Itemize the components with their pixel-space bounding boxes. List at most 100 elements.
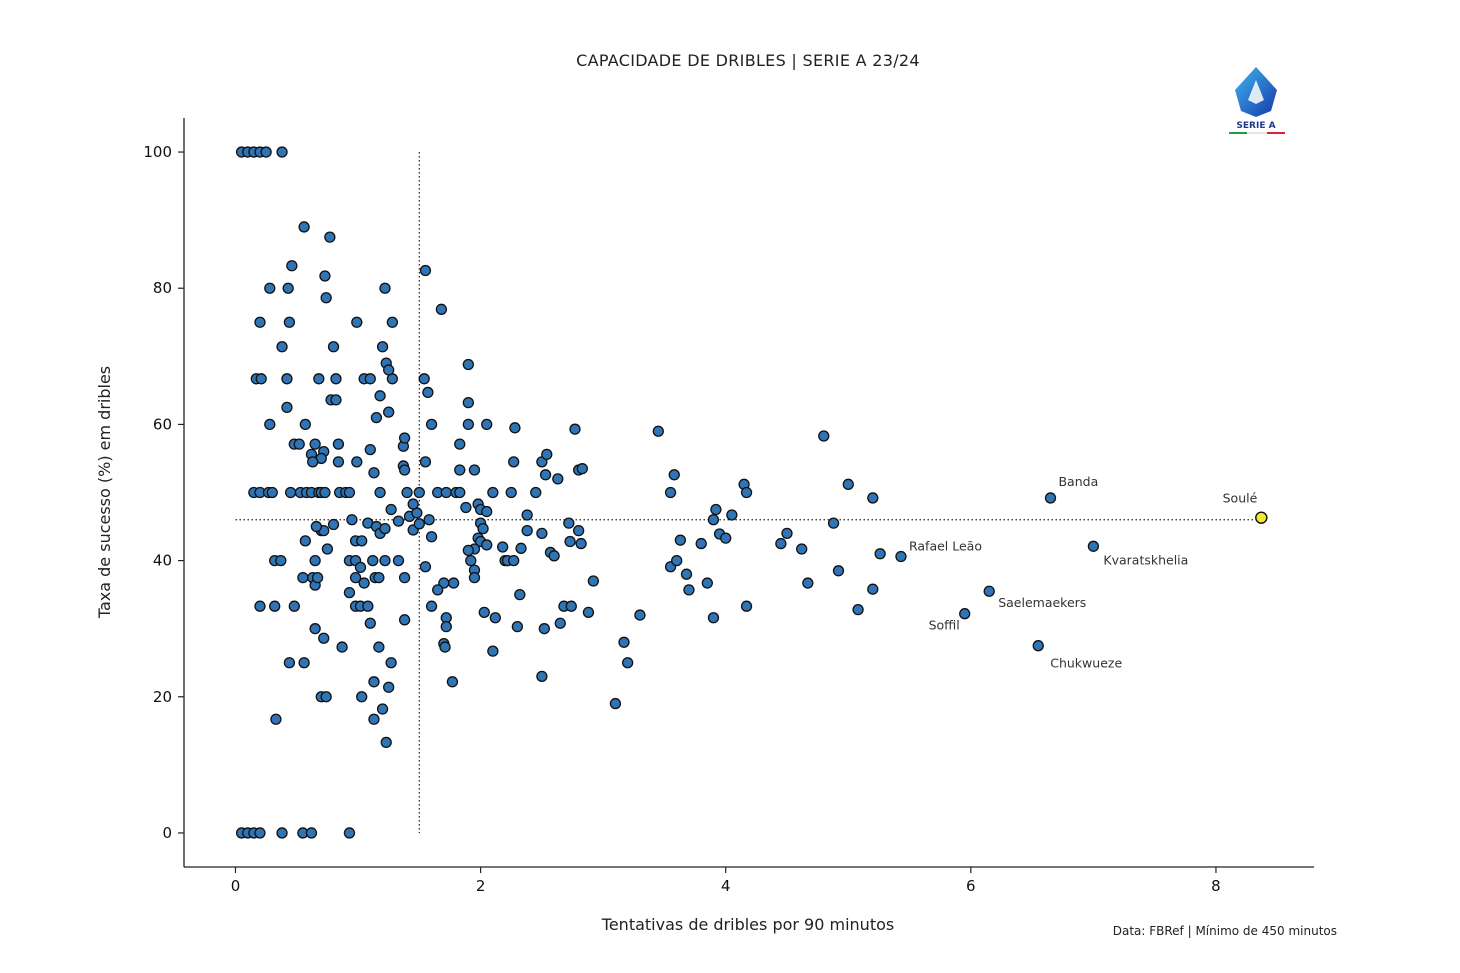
player-label: Rafael Leão [909,539,982,554]
data-point [552,473,564,485]
data-point [422,386,434,399]
data-point [307,456,319,468]
player-label: Chukwueze [1050,656,1122,671]
data-point [521,524,533,537]
data-point [462,396,474,409]
data-point [368,676,380,688]
data-point [386,316,399,328]
data-point [383,406,395,418]
data-point [554,617,566,629]
data-point [563,517,575,529]
data-point [379,282,391,294]
x-ticks: 0 2 4 6 8 [231,867,1221,895]
data-point [376,341,389,353]
y-tick-label: 100 [143,143,172,161]
data-point [419,264,432,277]
data-point [374,486,386,499]
data-point [383,681,395,693]
data-point [282,282,294,294]
data-point [286,260,298,272]
data-point [343,486,356,499]
data-point [462,544,474,557]
data-point [392,554,405,567]
data-point [508,554,520,567]
data-point [802,577,814,589]
data-point [781,527,793,540]
x-tick-label: 4 [721,877,731,895]
data-point [508,456,520,468]
serie-a-logo: SERIE A [1229,67,1285,134]
data-point [680,568,693,580]
data-point [538,623,550,635]
data-point [346,514,358,526]
data-point [468,571,481,584]
data-point [310,520,323,533]
data-point [454,438,466,450]
data-point [587,575,599,587]
y-tick-label: 0 [162,824,172,842]
data-point [1044,492,1057,504]
data-point [324,231,336,243]
data-point [266,486,278,499]
data-point [481,505,493,518]
data-point [320,691,332,703]
data-point [349,571,362,584]
data-point [367,554,379,567]
data-point [695,537,707,550]
data-point [270,713,282,725]
data-point [293,438,305,450]
data-point [309,554,321,567]
data-point [775,537,787,550]
x-tick-label: 0 [231,877,241,895]
data-point [398,614,411,626]
data-point [425,531,438,543]
data-point [701,577,713,589]
data-point [298,221,310,233]
data-point [425,600,438,612]
data-point [818,430,830,442]
player-label: Soffil [929,618,960,633]
data-point [373,571,385,584]
data-points [235,146,1268,839]
data-point [489,612,501,624]
data-point [572,524,585,537]
data-point [983,585,995,597]
data-point [281,373,293,385]
data-point [319,486,331,499]
data-point [683,584,695,596]
data-point [343,827,356,839]
data-point [432,584,444,596]
data-point [320,292,332,304]
data-point [439,641,451,653]
data-point [1087,540,1100,552]
data-point [276,827,288,839]
data-point [477,522,489,535]
data-point [726,509,738,521]
logo-text: SERIE A [1236,121,1275,131]
x-tick-label: 8 [1211,877,1221,895]
data-point [407,498,419,510]
data-point [398,432,411,444]
data-point [376,703,389,715]
y-ticks: 0 20 40 60 80 100 [143,143,184,842]
player-label: Kvaratskhelia [1103,552,1188,567]
data-point [622,657,634,669]
source-note: Data: FBRef | Mínimo de 450 minutos [1113,924,1337,938]
data-point [419,561,432,573]
data-point [297,571,309,584]
data-point [539,469,552,481]
data-point [487,486,499,499]
data-point [354,561,367,574]
data-point [668,469,680,481]
data-point [284,486,297,499]
y-tick-label: 40 [153,552,172,570]
data-point [634,609,646,621]
data-point [260,146,272,158]
data-point [462,358,474,371]
data-point [318,632,330,644]
data-point [332,456,345,468]
data-point [275,554,287,567]
data-point [548,550,560,562]
data-point [254,600,266,612]
